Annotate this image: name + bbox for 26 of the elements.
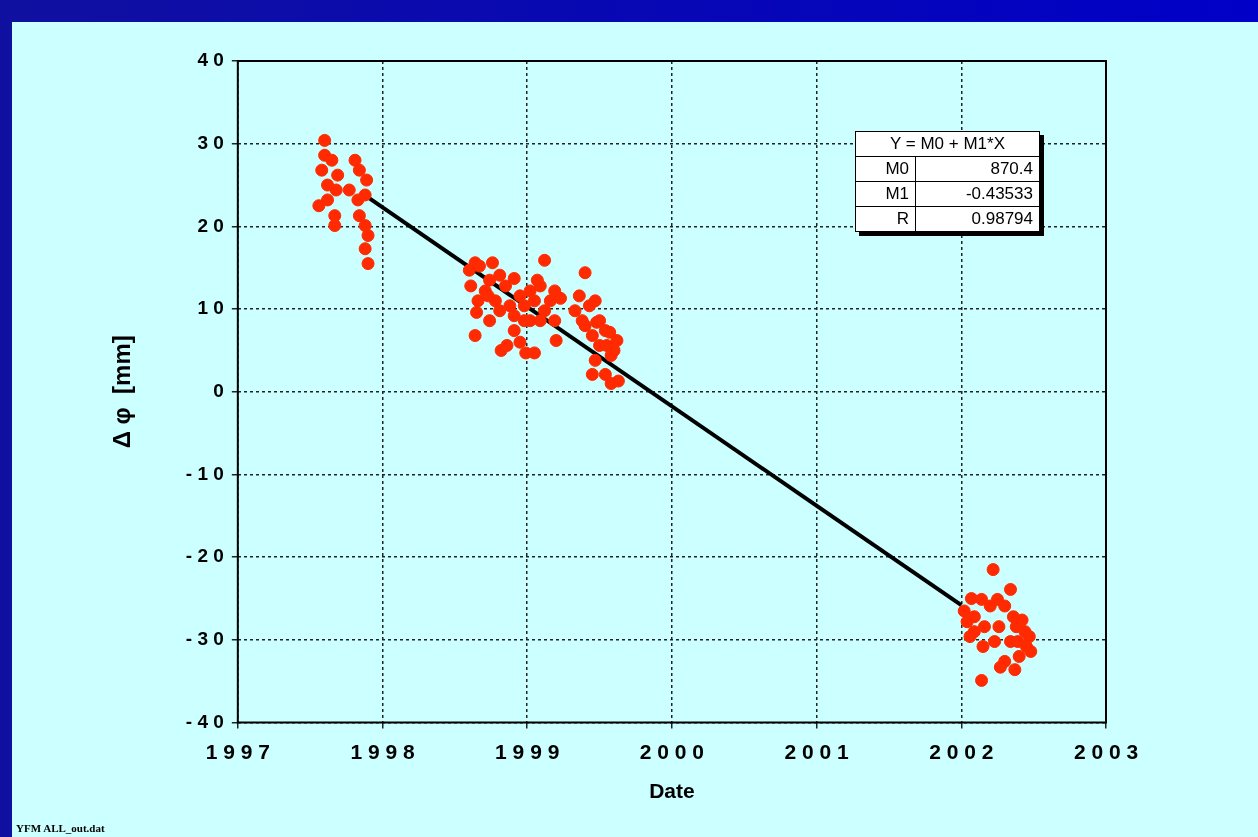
y-tick-label: 1 0: [197, 297, 224, 319]
annotation: R: [856, 207, 916, 231]
y-tick-label: 4 0: [197, 49, 224, 71]
annotation: Y = M0 + M1*X: [856, 132, 1039, 156]
x-tick-label: 2 0 0 2: [929, 740, 994, 763]
annotation: M0: [856, 157, 916, 181]
x-tick-label: 1 9 9 7: [205, 740, 270, 763]
y-tick-label: - 1 0: [185, 462, 224, 484]
annotation: -0.43533: [964, 183, 1034, 205]
x-axis-title: Date: [649, 779, 695, 803]
annotation: 870.4: [989, 158, 1034, 180]
x-tick-label: 2 0 0 3: [1073, 740, 1139, 763]
x-tick-label: 1 9 9 8: [350, 740, 415, 763]
text: YFM ALL_out.dat: [16, 822, 105, 834]
y-tick-label: 0: [213, 380, 224, 402]
y-axis-title: Δ φ [mm]: [108, 335, 136, 449]
x-tick-label: 2 0 0 1: [784, 740, 850, 763]
y-tick-label: - 2 0: [185, 545, 224, 567]
x-tick-label: 1 9 9 9: [495, 740, 560, 763]
y-tick-label: 2 0: [197, 214, 224, 236]
y-tick-label: - 4 0: [185, 710, 224, 732]
y-tick-label: 3 0: [197, 131, 224, 153]
annotation: M1: [856, 182, 916, 206]
y-tick-label: - 3 0: [185, 628, 224, 650]
annotation: 0.98794: [970, 208, 1034, 230]
x-tick-label: 2 0 0 0: [639, 740, 705, 763]
